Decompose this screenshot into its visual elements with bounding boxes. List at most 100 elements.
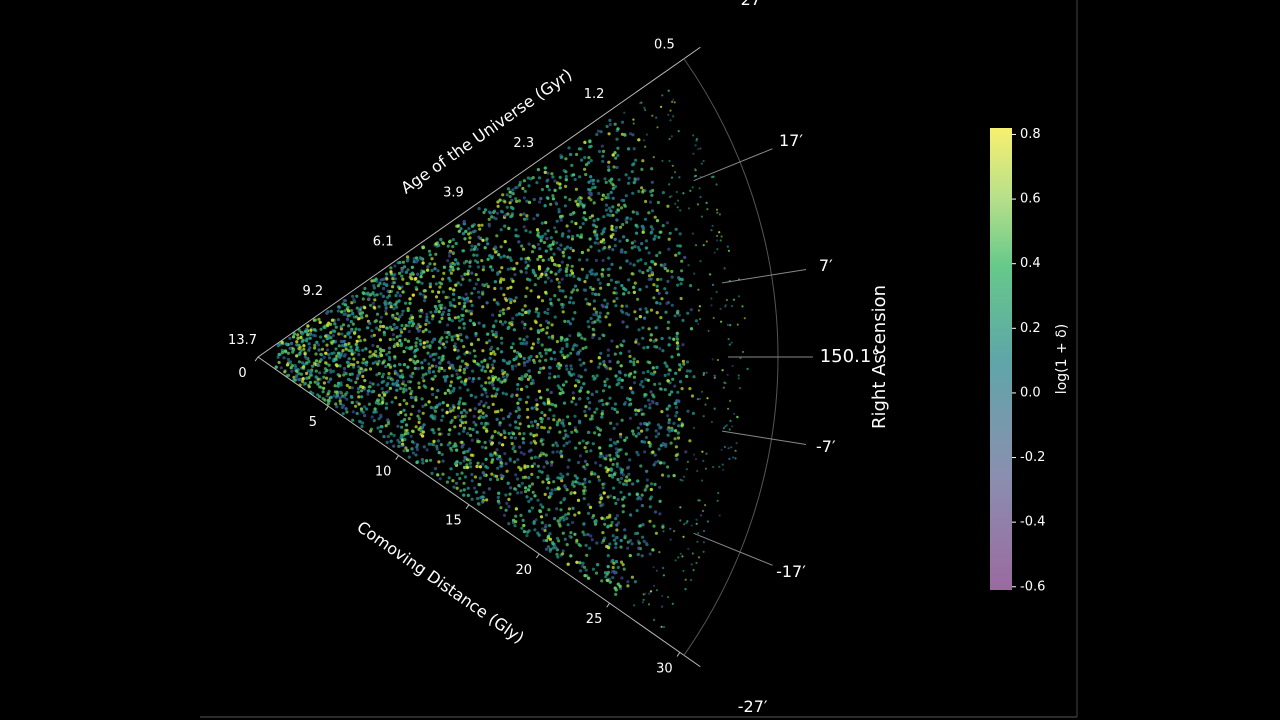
galaxy-point <box>666 379 670 383</box>
galaxy-point <box>381 400 385 405</box>
galaxy-point <box>531 342 536 346</box>
galaxy-point <box>346 314 350 318</box>
galaxy-point <box>456 376 460 380</box>
galaxy-point <box>637 189 641 193</box>
galaxy-point <box>630 542 634 546</box>
galaxy-point <box>653 453 657 457</box>
galaxy-point <box>590 214 595 218</box>
galaxy-point <box>529 327 533 331</box>
galaxy-point <box>527 424 531 428</box>
galaxy-point <box>615 523 619 527</box>
galaxy-point <box>588 401 592 405</box>
galaxy-point <box>402 408 406 412</box>
galaxy-point <box>336 373 340 377</box>
galaxy-point <box>517 352 522 356</box>
galaxy-point <box>698 397 702 400</box>
galaxy-point <box>644 592 647 595</box>
galaxy-point <box>522 452 526 456</box>
galaxy-point <box>620 284 624 288</box>
galaxy-point <box>602 538 606 543</box>
galaxy-point <box>351 312 355 316</box>
galaxy-point <box>511 188 515 192</box>
galaxy-point <box>405 255 410 259</box>
galaxy-point <box>413 361 417 365</box>
galaxy-point <box>610 177 614 181</box>
galaxy-point <box>459 283 463 287</box>
galaxy-point <box>396 438 400 442</box>
galaxy-point <box>555 450 559 454</box>
galaxy-point <box>580 336 584 340</box>
galaxy-point <box>471 427 475 432</box>
galaxy-point <box>282 356 286 360</box>
galaxy-point <box>537 533 541 537</box>
galaxy-point <box>369 429 373 433</box>
galaxy-point <box>696 540 699 543</box>
galaxy-point <box>566 415 570 419</box>
galaxy-point <box>507 431 511 436</box>
age-axis-label: Age of the Universe (Gyr) <box>397 65 575 198</box>
galaxy-point <box>370 390 374 394</box>
galaxy-point <box>569 212 573 217</box>
galaxy-point <box>491 333 495 337</box>
galaxy-point <box>392 322 396 327</box>
galaxy-point <box>525 385 529 389</box>
galaxy-point <box>602 334 606 338</box>
galaxy-point <box>411 451 415 455</box>
galaxy-point <box>436 389 440 393</box>
galaxy-point <box>618 376 622 380</box>
galaxy-point <box>385 352 389 356</box>
galaxy-point <box>518 445 522 449</box>
galaxy-point <box>677 313 681 317</box>
galaxy-point <box>609 523 613 528</box>
galaxy-point <box>609 473 614 477</box>
galaxy-point <box>606 213 610 217</box>
galaxy-point <box>663 388 667 392</box>
galaxy-point <box>564 157 568 161</box>
galaxy-point <box>454 241 458 246</box>
galaxy-point <box>601 159 605 163</box>
galaxy-point <box>525 341 529 345</box>
galaxy-point <box>566 319 570 324</box>
galaxy-point <box>614 517 618 521</box>
galaxy-point <box>392 307 396 311</box>
galaxy-point <box>306 324 310 328</box>
galaxy-point <box>674 559 677 562</box>
galaxy-point <box>559 218 563 222</box>
galaxy-point <box>379 315 383 319</box>
galaxy-point <box>453 316 457 320</box>
galaxy-point <box>679 282 683 286</box>
galaxy-point <box>522 326 527 330</box>
galaxy-point <box>481 415 486 419</box>
galaxy-point <box>713 376 716 379</box>
galaxy-point <box>595 237 599 241</box>
galaxy-point <box>731 364 734 368</box>
galaxy-point <box>495 448 499 452</box>
galaxy-point <box>440 408 444 412</box>
galaxy-point <box>561 552 565 556</box>
galaxy-point <box>408 358 412 362</box>
galaxy-point <box>746 367 749 370</box>
galaxy-point <box>286 363 290 367</box>
galaxy-point <box>347 361 351 365</box>
galaxy-point <box>451 404 455 408</box>
galaxy-point <box>468 408 472 412</box>
galaxy-point <box>627 373 631 377</box>
galaxy-point <box>425 344 430 348</box>
galaxy-point <box>587 430 591 434</box>
galaxy-point <box>507 306 511 310</box>
galaxy-point <box>427 321 431 325</box>
galaxy-point <box>602 241 606 245</box>
galaxy-point <box>337 351 341 355</box>
galaxy-point <box>288 361 292 365</box>
galaxy-point <box>402 363 407 367</box>
galaxy-point <box>644 199 648 204</box>
angle-axis-label: Right Ascension <box>869 285 890 429</box>
galaxy-point <box>534 320 538 325</box>
galaxy-point <box>532 434 536 438</box>
galaxy-point <box>687 264 690 267</box>
galaxy-point <box>423 289 427 293</box>
galaxy-point <box>603 383 607 387</box>
galaxy-point <box>294 365 298 369</box>
galaxy-point <box>557 285 561 289</box>
